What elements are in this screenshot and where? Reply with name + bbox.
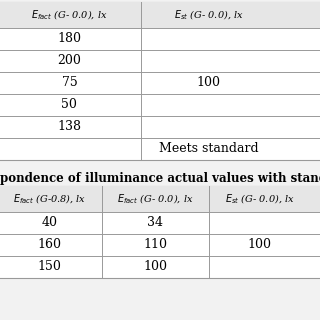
Bar [0,186,320,212]
Text: 50: 50 [61,99,77,111]
Text: $E_{st}$ (G- 0.0), lx: $E_{st}$ (G- 0.0), lx [174,8,244,22]
Text: $E_{fact}$ (G- 0.0), lx: $E_{fact}$ (G- 0.0), lx [117,192,194,206]
Text: 150: 150 [38,260,62,274]
Text: 75: 75 [61,76,77,90]
Text: $E_{st}$ (G- 0.0), lx: $E_{st}$ (G- 0.0), lx [225,192,295,206]
Text: 34: 34 [147,217,163,229]
Text: 138: 138 [57,121,81,133]
Text: 110: 110 [143,238,167,252]
Text: $E_{fact}$ (G- 0.0), lx: $E_{fact}$ (G- 0.0), lx [31,8,108,22]
Bar [0,186,320,278]
Text: 200: 200 [58,54,81,68]
Text: 100: 100 [143,260,167,274]
Text: Meets standard: Meets standard [159,142,259,156]
Text: 180: 180 [57,33,81,45]
Text: 100: 100 [197,76,221,90]
Bar [0,2,320,160]
Text: 160: 160 [38,238,62,252]
Bar [0,2,320,28]
Text: $E_{fact}$ (G-0.8), lx: $E_{fact}$ (G-0.8), lx [13,192,86,206]
Text: 40: 40 [42,217,58,229]
Text: 100: 100 [248,238,272,252]
Text: pondence of illuminance actual values with standar: pondence of illuminance actual values wi… [0,172,320,185]
